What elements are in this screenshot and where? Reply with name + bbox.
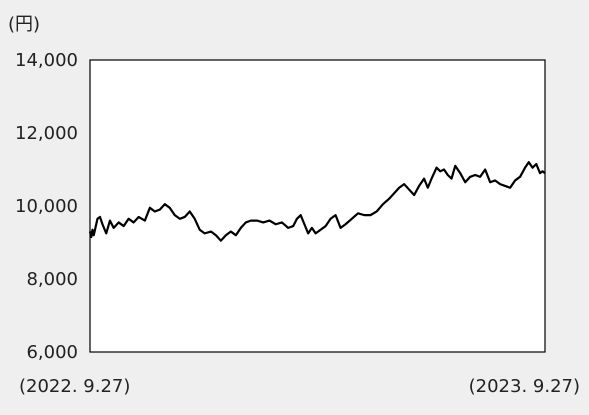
price-series-line [88,161,546,242]
x-start-label: (2022. 9.27) [19,376,130,397]
x-end-label: (2023. 9.27) [469,376,580,397]
plot-area [89,59,546,353]
y-tick-label: 6,000 [26,342,78,363]
y-tick-label: 10,000 [15,196,78,217]
y-tick-label: 8,000 [26,269,78,290]
series-layer [88,161,546,242]
y-tick-label: 12,000 [15,123,78,144]
y-unit-label: (円) [8,14,40,35]
y-axis-ticks: 6,000 8,000 10,000 12,000 14,000 [15,50,78,363]
y-tick-label: 14,000 [15,50,78,71]
